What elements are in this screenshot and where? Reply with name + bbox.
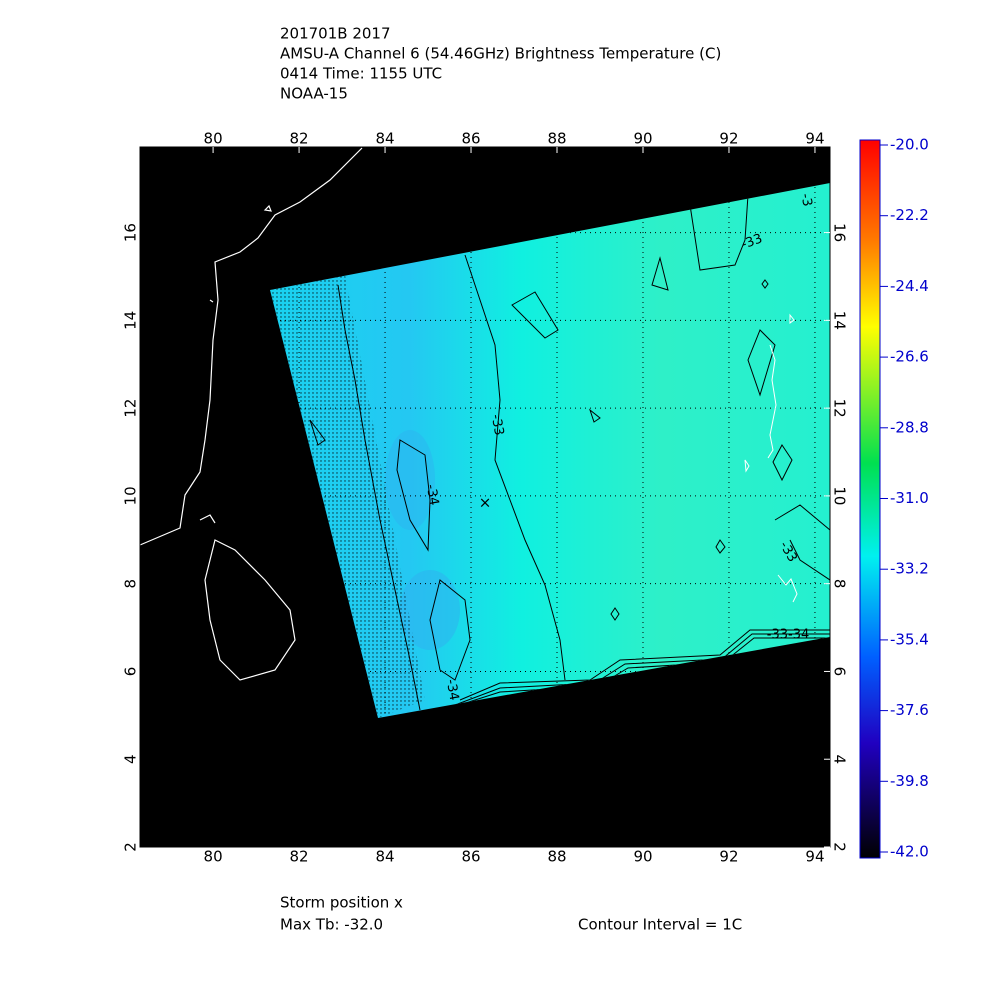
contour <box>309 419 326 446</box>
contour <box>511 291 559 339</box>
colorbar <box>859 139 881 859</box>
contour-label: -34 <box>443 678 461 702</box>
contour-label: -34 <box>423 483 441 507</box>
contour <box>588 408 601 423</box>
lat-tick-label: 8 <box>122 579 140 589</box>
colorbar-label: -26.6 <box>890 348 929 366</box>
contour-label: -33-34 <box>767 628 809 643</box>
lat-tick-label: 2 <box>831 842 849 852</box>
lat-tick-label: 16 <box>122 223 140 242</box>
lat-tick-label: 10 <box>122 486 140 505</box>
lon-tick-label: 94 <box>805 848 824 866</box>
swath-detail <box>270 183 830 718</box>
lat-tick-label: 8 <box>831 579 849 589</box>
contour <box>689 194 749 271</box>
contour <box>449 637 830 709</box>
lon-tick-label: 90 <box>633 130 652 148</box>
colorbar-label: -22.2 <box>890 206 929 224</box>
contours <box>309 194 830 711</box>
colorbar-label: -24.4 <box>890 277 929 295</box>
lon-tick-label: 82 <box>290 848 309 866</box>
contour <box>715 539 726 554</box>
lon-tick-label: 80 <box>204 848 223 866</box>
lon-tick-label: 86 <box>461 130 480 148</box>
sri-lanka <box>204 539 296 681</box>
storm-marker: × <box>479 494 492 512</box>
map-frame <box>139 146 831 848</box>
lon-tick-label: 82 <box>290 130 309 148</box>
lat-tick-label: 4 <box>831 754 849 764</box>
contour <box>459 629 830 701</box>
contour <box>464 254 566 681</box>
colorbar-ticks: -20.0 -22.2 -24.4 -26.6 -28.8 -31.0 -33.2 -35.4… <box>880 136 929 861</box>
contour <box>774 504 830 581</box>
colorbar-label: -31.0 <box>890 489 929 507</box>
coastline <box>139 147 363 681</box>
title-line: NOAA-15 <box>280 85 348 103</box>
contour <box>454 633 830 706</box>
lat-tick-label: 2 <box>122 842 140 852</box>
islands <box>744 313 798 603</box>
island <box>744 459 750 473</box>
lon-tick-label: 88 <box>547 848 566 866</box>
contour <box>610 607 620 621</box>
colorbar-label: -39.8 <box>890 772 929 790</box>
contour-label: -33 <box>488 413 506 437</box>
lon-tick-label: 90 <box>633 848 652 866</box>
storm-note: Storm position x <box>280 894 403 912</box>
lon-tick-label: 92 <box>719 130 738 148</box>
contour-interval: Contour Interval = 1C <box>578 916 742 934</box>
island <box>777 574 798 603</box>
lat-tick-label: 12 <box>122 399 140 418</box>
cold-patch <box>385 430 435 530</box>
lat-tick-label: 16 <box>831 223 849 242</box>
colorbar-label: -20.0 <box>890 136 929 154</box>
lat-tick-label: 6 <box>831 667 849 677</box>
lon-tick-label: 80 <box>204 130 223 148</box>
contour <box>651 256 669 291</box>
lat-tick-label: 12 <box>831 399 849 418</box>
lat-tick-label: 10 <box>831 486 849 505</box>
colorbar-label: -33.2 <box>890 560 929 578</box>
title-line: 201701B 2017 <box>280 25 391 43</box>
colorbar-label: -37.6 <box>890 701 929 719</box>
colorbar-label: -42.0 <box>890 843 929 861</box>
contour <box>429 579 471 681</box>
coast-detail <box>199 204 272 524</box>
lon-tick-label: 94 <box>805 130 824 148</box>
lon-tick-label: 88 <box>547 130 566 148</box>
contour <box>772 444 793 482</box>
lon-tick-label: 92 <box>719 848 738 866</box>
stipple <box>270 275 425 718</box>
header: 201701B 2017 AMSU-A Channel 6 (54.46GHz) … <box>280 25 721 103</box>
contour <box>396 439 431 552</box>
lat-tick-label: 14 <box>122 311 140 330</box>
lon-tick-label: 84 <box>375 130 394 148</box>
contour-label: -33 <box>739 231 764 252</box>
contour <box>761 279 769 289</box>
island <box>789 313 795 324</box>
contour <box>747 329 776 397</box>
colorbar-label: -28.8 <box>890 418 929 436</box>
contour <box>337 284 421 711</box>
lat-tick-label: 6 <box>122 667 140 677</box>
contour-label: -3 <box>797 192 814 207</box>
island <box>767 344 777 459</box>
title-line: AMSU-A Channel 6 (54.46GHz) Brightness T… <box>280 45 721 63</box>
cold-patch <box>400 570 460 650</box>
coast <box>139 147 363 546</box>
lon-tick-label: 84 <box>375 848 394 866</box>
lat-tick-label: 4 <box>122 754 140 764</box>
max-tb: Max Tb: -32.0 <box>280 916 383 934</box>
lat-tick-label: 14 <box>831 311 849 330</box>
colorbar-label: -35.4 <box>890 630 929 648</box>
lon-tick-label: 86 <box>461 848 480 866</box>
title-line: 0414 Time: 1155 UTC <box>280 65 442 83</box>
contour-labels: -33-34-34-33-33-3-33-34 <box>423 192 815 701</box>
